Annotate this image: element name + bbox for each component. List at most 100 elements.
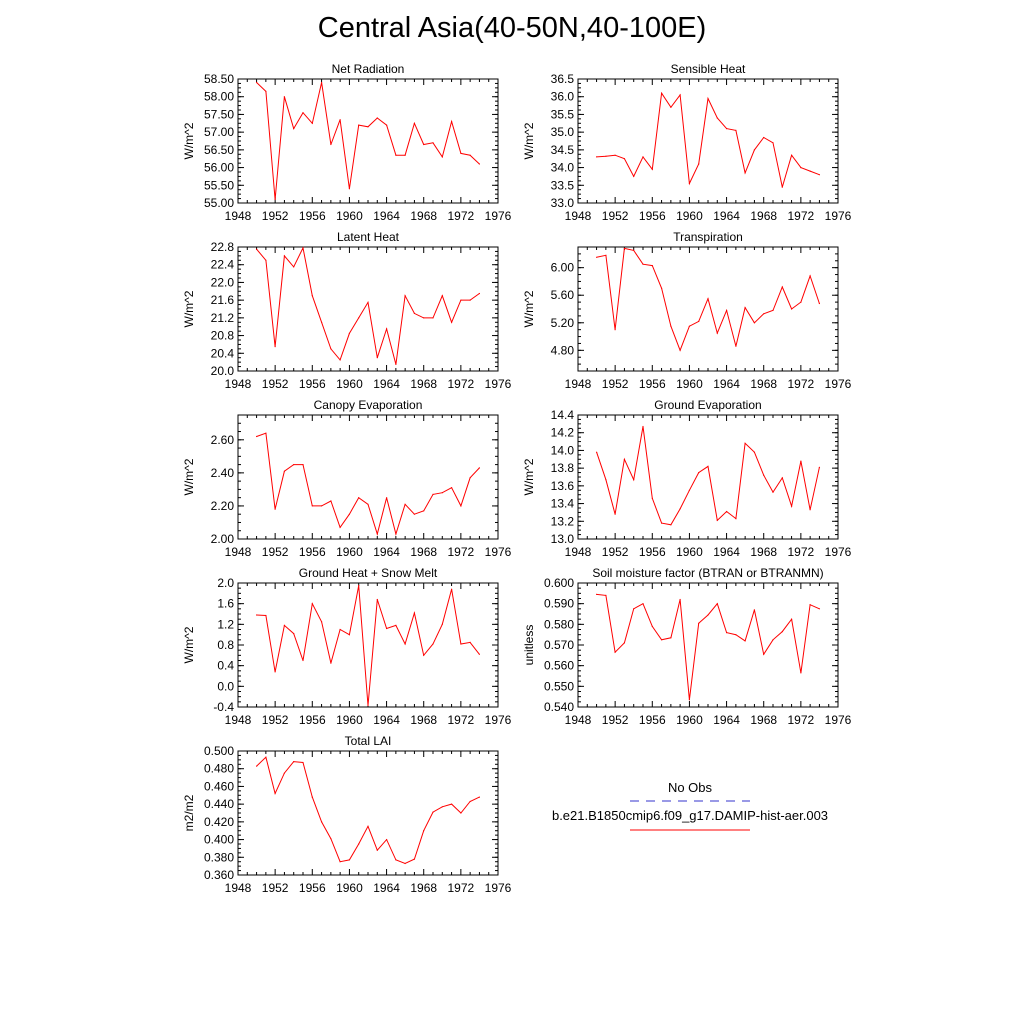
data-point [395,859,397,861]
data-point [386,627,388,630]
data-point [744,307,746,309]
data-point [404,154,406,156]
y-tick-label: 0.360 [204,868,234,882]
data-point [735,634,737,636]
data-point [321,505,323,507]
y-tick-label: 0.420 [204,815,234,829]
x-tick-label: 1972 [448,209,475,223]
data-point [348,188,350,190]
data-point [376,533,378,535]
chart-panel-1: Sensible Heat W/m^2 1948 1952 1956 1960 1964 19… [522,62,852,223]
x-tick-label: 1972 [448,377,475,391]
y-tick-label: 0.480 [204,762,234,776]
x-tick-label: 1960 [336,881,363,895]
data-point [726,309,728,311]
data-point [265,614,267,617]
data-point [661,639,663,641]
data-point [651,265,653,267]
data-point [469,641,471,644]
x-tick-label: 1972 [788,545,815,559]
y-tick-label: 20.8 [211,329,235,343]
data-point [716,603,718,605]
x-tick-label: 1948 [225,377,252,391]
y-tick-label: 0.560 [544,659,574,673]
data-point [451,487,453,489]
series-line-0 [256,756,480,865]
data-point [358,843,360,845]
plot-frame [237,582,499,708]
data-point [478,292,480,295]
y-tick-label: 35.5 [551,107,575,121]
data-point [772,309,774,311]
data-point [339,526,341,529]
x-tick-label: 1972 [448,881,475,895]
data-point [441,806,443,808]
data-point [395,533,397,535]
data-point [642,425,644,428]
x-tick-label: 1952 [262,545,289,559]
data-point [441,156,443,158]
plot-frame [237,750,499,876]
data-point [763,653,765,655]
y-tick-label: 22.4 [211,258,235,272]
x-tick-label: 1968 [410,377,437,391]
data-point [791,154,793,156]
y-tick-label: 2.40 [211,466,235,480]
data-point [293,464,295,466]
y-tick-label: 55.00 [204,196,234,210]
data-point [293,266,295,268]
data-point [348,332,350,334]
data-point [423,654,425,656]
data-point [818,174,821,176]
y-tick-label: 13.6 [551,479,575,493]
data-point [633,249,635,251]
x-tick-label: 1968 [410,881,437,895]
y-tick-label: 2.00 [211,532,235,546]
plot-frame [577,414,839,540]
data-point [283,96,285,98]
y-axis-label: W/m^2 [182,122,196,159]
chart-panel-0: Net Radiation W/m^2 1948 1952 1956 1960 1964 19… [182,62,512,223]
x-tick-label: 1952 [262,209,289,223]
x-tick-label: 1976 [825,545,852,559]
data-point [753,322,756,324]
data-point [404,862,406,865]
chart-panel-8: Total LAI m2/m2 1948 1952 1956 1960 1964 1968 19… [182,734,512,895]
y-tick-label: 6.00 [551,261,575,275]
y-tick-label: 34.0 [551,161,575,175]
data-point [605,594,607,597]
data-point [367,301,369,303]
data-point [413,858,415,860]
x-tick-label: 1960 [676,545,703,559]
y-tick-label: 4.80 [551,343,575,357]
data-point [633,175,635,177]
data-point [661,92,663,94]
data-point [744,442,746,444]
data-point [614,154,616,156]
data-point [293,761,295,763]
data-point [670,325,672,327]
data-point [311,505,313,507]
plot-frame [237,246,499,372]
data-point [283,624,285,627]
data-point [367,126,369,128]
data-point [358,317,360,319]
data-point [321,821,323,823]
data-point [348,634,350,636]
data-point [772,491,774,493]
chart-panel-4: Canopy Evaporation W/m^2 1948 1952 1956 1960 1… [182,398,512,559]
y-tick-label: 2.20 [211,499,235,513]
y-tick-label: 0.8 [217,638,234,652]
series-line-0 [596,91,820,188]
y-tick-label: 21.2 [211,311,235,325]
data-point [274,671,276,673]
y-axis-label: unitless [522,625,536,666]
x-tick-label: 1968 [750,713,777,727]
data-point [651,625,653,628]
y-tick-label: 14.0 [551,443,575,457]
data-point [791,308,793,310]
x-tick-label: 1976 [485,881,512,895]
y-axis-label: W/m^2 [182,290,196,327]
data-point [642,263,644,265]
chart-panel-3: Transpiration W/m^2 1948 1952 1956 1960 1964 19… [522,230,852,391]
